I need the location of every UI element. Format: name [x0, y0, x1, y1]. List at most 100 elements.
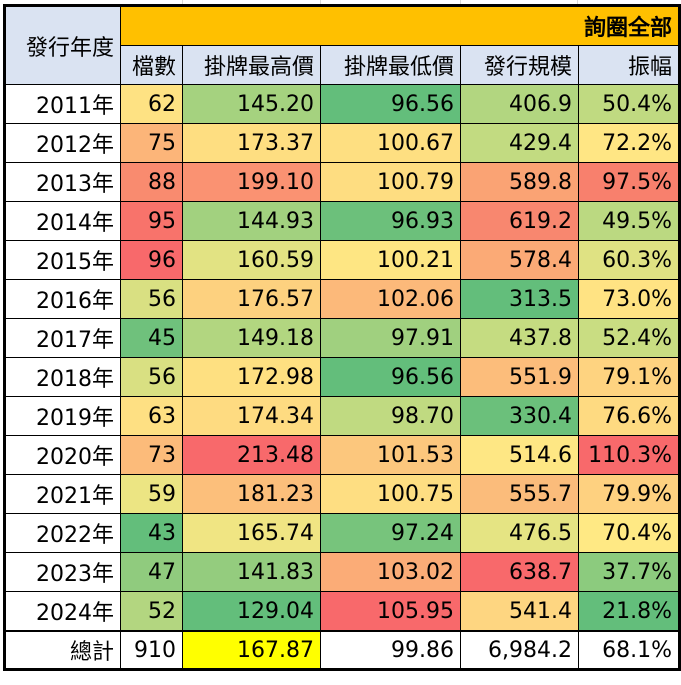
year-cell[interactable]: 2023年	[4, 552, 121, 592]
count-cell[interactable]: 45	[120, 318, 183, 358]
high-cell[interactable]: 173.37	[182, 123, 321, 163]
amplitude-cell[interactable]: 73.0%	[577, 279, 681, 319]
size-cell[interactable]: 638.7	[460, 552, 579, 592]
size-cell[interactable]: 313.5	[460, 279, 579, 319]
low-cell[interactable]: 97.24	[320, 513, 461, 553]
high-cell[interactable]: 172.98	[182, 357, 321, 397]
high-cell[interactable]: 141.83	[182, 552, 321, 592]
table-row: 2013年 88 199.10 100.79 589.8 97.5%	[4, 162, 681, 202]
amplitude-cell[interactable]: 49.5%	[577, 201, 681, 241]
year-cell[interactable]: 2024年	[4, 591, 121, 632]
total-high-cell[interactable]: 167.87	[182, 630, 321, 670]
amplitude-cell[interactable]: 50.4%	[577, 84, 681, 124]
low-cell[interactable]: 100.79	[320, 162, 461, 202]
year-cell[interactable]: 2015年	[4, 240, 121, 280]
low-cell[interactable]: 98.70	[320, 396, 461, 436]
year-cell[interactable]: 2011年	[4, 84, 121, 124]
high-cell[interactable]: 174.34	[182, 396, 321, 436]
corner-header-cell[interactable]: 發行年度	[4, 5, 121, 85]
count-cell[interactable]: 75	[120, 123, 183, 163]
year-cell[interactable]: 2022年	[4, 513, 121, 553]
low-cell[interactable]: 100.75	[320, 474, 461, 514]
low-cell[interactable]: 96.56	[320, 84, 461, 124]
column-header-low[interactable]: 掛牌最低價	[320, 45, 461, 85]
amplitude-cell[interactable]: 97.5%	[577, 162, 681, 202]
high-cell[interactable]: 199.10	[182, 162, 321, 202]
count-cell[interactable]: 95	[120, 201, 183, 241]
amplitude-cell[interactable]: 79.9%	[577, 474, 681, 514]
low-cell[interactable]: 96.56	[320, 357, 461, 397]
size-cell[interactable]: 619.2	[460, 201, 579, 241]
size-cell[interactable]: 589.8	[460, 162, 579, 202]
column-header-high[interactable]: 掛牌最高價	[182, 45, 321, 85]
count-cell[interactable]: 96	[120, 240, 183, 280]
count-cell[interactable]: 52	[120, 591, 183, 632]
group-header-cell[interactable]: 詢圈全部	[119, 5, 681, 46]
high-cell[interactable]: 160.59	[182, 240, 321, 280]
year-cell[interactable]: 2016年	[4, 279, 121, 319]
total-low-cell[interactable]: 99.86	[320, 630, 461, 670]
amplitude-cell[interactable]: 76.6%	[577, 396, 681, 436]
year-cell[interactable]: 2018年	[4, 357, 121, 397]
size-cell[interactable]: 406.9	[460, 84, 579, 124]
count-cell[interactable]: 88	[120, 162, 183, 202]
year-cell[interactable]: 2019年	[4, 396, 121, 436]
size-cell[interactable]: 541.4	[460, 591, 579, 632]
low-cell[interactable]: 96.93	[320, 201, 461, 241]
count-cell[interactable]: 56	[120, 279, 183, 319]
count-cell[interactable]: 43	[120, 513, 183, 553]
year-cell[interactable]: 2020年	[4, 435, 121, 475]
high-cell[interactable]: 213.48	[182, 435, 321, 475]
size-cell[interactable]: 551.9	[460, 357, 579, 397]
count-cell[interactable]: 63	[120, 396, 183, 436]
low-cell[interactable]: 100.67	[320, 123, 461, 163]
count-cell[interactable]: 47	[120, 552, 183, 592]
low-cell[interactable]: 102.06	[320, 279, 461, 319]
low-cell[interactable]: 97.91	[320, 318, 461, 358]
amplitude-cell[interactable]: 21.8%	[577, 591, 681, 632]
low-cell[interactable]: 105.95	[320, 591, 461, 632]
total-size-cell[interactable]: 6,984.2	[460, 630, 579, 670]
count-cell[interactable]: 62	[120, 84, 183, 124]
total-label-cell[interactable]: 總計	[4, 630, 121, 670]
amplitude-cell[interactable]: 70.4%	[577, 513, 681, 553]
size-cell[interactable]: 555.7	[460, 474, 579, 514]
high-cell[interactable]: 149.18	[182, 318, 321, 358]
high-cell[interactable]: 165.74	[182, 513, 321, 553]
total-amplitude-cell[interactable]: 68.1%	[577, 630, 681, 670]
count-cell[interactable]: 59	[120, 474, 183, 514]
size-cell[interactable]: 429.4	[460, 123, 579, 163]
year-cell[interactable]: 2017年	[4, 318, 121, 358]
size-cell[interactable]: 578.4	[460, 240, 579, 280]
size-cell[interactable]: 330.4	[460, 396, 579, 436]
high-cell[interactable]: 176.57	[182, 279, 321, 319]
gridline	[460, 0, 461, 5]
amplitude-cell[interactable]: 52.4%	[577, 318, 681, 358]
low-cell[interactable]: 101.53	[320, 435, 461, 475]
column-header-amplitude[interactable]: 振幅	[577, 45, 681, 85]
count-cell[interactable]: 73	[120, 435, 183, 475]
high-cell[interactable]: 181.23	[182, 474, 321, 514]
column-header-size[interactable]: 發行規模	[460, 45, 579, 85]
high-cell[interactable]: 129.04	[182, 591, 321, 632]
amplitude-cell[interactable]: 79.1%	[577, 357, 681, 397]
year-cell[interactable]: 2014年	[4, 201, 121, 241]
year-cell[interactable]: 2021年	[4, 474, 121, 514]
size-cell[interactable]: 514.6	[460, 435, 579, 475]
size-cell[interactable]: 476.5	[460, 513, 579, 553]
amplitude-cell[interactable]: 72.2%	[577, 123, 681, 163]
year-cell[interactable]: 2013年	[4, 162, 121, 202]
high-cell[interactable]: 145.20	[182, 84, 321, 124]
high-cell[interactable]: 144.93	[182, 201, 321, 241]
amplitude-cell[interactable]: 110.3%	[577, 435, 681, 475]
year-cell[interactable]: 2012年	[4, 123, 121, 163]
low-cell[interactable]: 103.02	[320, 552, 461, 592]
amplitude-cell[interactable]: 60.3%	[577, 240, 681, 280]
table-row: 2024年 52 129.04 105.95 541.4 21.8%	[4, 591, 681, 632]
size-cell[interactable]: 437.8	[460, 318, 579, 358]
amplitude-cell[interactable]: 37.7%	[577, 552, 681, 592]
total-count-cell[interactable]: 910	[120, 630, 183, 670]
count-cell[interactable]: 56	[120, 357, 183, 397]
column-header-count[interactable]: 檔數	[120, 45, 183, 85]
low-cell[interactable]: 100.21	[320, 240, 461, 280]
